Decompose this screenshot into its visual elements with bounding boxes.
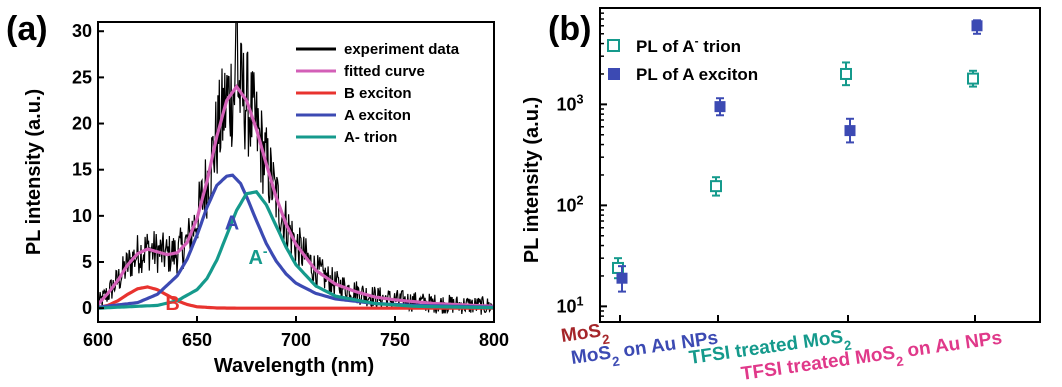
panel-b-y-axis-label: PL intensity (a.u.) xyxy=(521,97,543,263)
y-tick-label: 15 xyxy=(72,160,92,180)
legend-marker xyxy=(607,39,620,52)
series-exciton xyxy=(616,19,983,293)
tick-exponent: 1 xyxy=(577,294,584,308)
peak-annotation: A- xyxy=(248,243,267,269)
legend-label: B exciton xyxy=(344,85,412,102)
annotation-sup: - xyxy=(263,243,268,259)
legend-marker xyxy=(608,68,620,80)
legend-label: fitted curve xyxy=(344,63,425,80)
panel-a-legend: experiment data fitted curve B exciton A ex… xyxy=(296,41,460,146)
annotation-text: A xyxy=(225,213,239,235)
data-point xyxy=(971,20,983,32)
panel-a-plot-area: AA-B xyxy=(98,22,494,315)
text-part: 2 xyxy=(611,353,620,369)
series-line-a-trion xyxy=(98,190,494,310)
y-tick-label: 102 xyxy=(556,193,583,215)
tick-exponent: 3 xyxy=(577,92,584,106)
x-tick-label: 600 xyxy=(83,330,113,350)
x-tick-label: 700 xyxy=(281,330,311,350)
tick-exponent: 2 xyxy=(577,193,584,207)
panel-a-series: AA-B xyxy=(98,22,494,315)
y-tick-label: 30 xyxy=(72,21,92,41)
panel-a-frame xyxy=(97,21,495,323)
y-tick-label: 20 xyxy=(72,114,92,134)
text-part: PL of A exciton xyxy=(636,65,758,84)
data-point xyxy=(714,101,726,113)
panel-b-plot-area xyxy=(612,19,983,293)
text-part: 2 xyxy=(601,331,610,347)
text-part: PL of A xyxy=(636,37,695,56)
text-part: 2 xyxy=(843,337,852,353)
tick-base: 10 xyxy=(556,195,576,215)
series-line-b-exciton xyxy=(98,285,494,310)
annotation-text: B xyxy=(165,293,179,315)
data-point xyxy=(967,72,979,85)
peak-annotation: A xyxy=(225,213,239,235)
series-line-experiment-data xyxy=(98,22,494,315)
y-tick-label: 10 xyxy=(72,206,92,226)
y-tick-label: 0 xyxy=(82,298,92,318)
data-point xyxy=(844,125,856,137)
tick-base: 10 xyxy=(556,296,576,316)
series-trion xyxy=(612,61,979,280)
panel-a-x-axis-label: Wavelength (nm) xyxy=(214,355,374,377)
text-part: MoS xyxy=(560,321,603,347)
x-tick-label: 650 xyxy=(182,330,212,350)
legend-label: A- trion xyxy=(344,129,397,146)
legend-label: A exciton xyxy=(344,107,411,124)
panel-a-y-ticks: 0 5 10 15 20 25 30 xyxy=(72,21,104,318)
panel-a-x-ticks: 600 650 700 750 800 xyxy=(83,316,509,350)
legend-label: experiment data xyxy=(344,41,460,58)
text-part: 2 xyxy=(895,353,904,369)
data-point xyxy=(616,272,628,284)
data-point xyxy=(840,67,852,80)
data-point xyxy=(710,180,722,193)
legend-label: PL of A exciton xyxy=(636,65,758,84)
tick-base: 10 xyxy=(556,94,576,114)
text-part: - xyxy=(695,34,699,48)
peak-annotation: B xyxy=(165,293,179,315)
legend-label: PL of A- trion xyxy=(636,34,741,56)
text-part: on Au NPs xyxy=(901,328,1004,363)
y-tick-label: 5 xyxy=(82,252,92,272)
panel-b-label: (b) xyxy=(548,10,591,48)
panel-b-legend: PL of A- trion PL of A exciton xyxy=(607,34,758,84)
panel-a-label: (a) xyxy=(6,10,48,48)
y-tick-label: 103 xyxy=(556,92,583,114)
y-tick-label: 25 xyxy=(72,67,92,87)
text-part: MoS xyxy=(570,343,613,369)
annotation-text: A xyxy=(248,247,262,269)
y-tick-label: 101 xyxy=(556,294,583,316)
panel-a-y-axis-label: PL intensity (a.u.) xyxy=(23,89,45,255)
x-tick-label: 800 xyxy=(479,330,509,350)
text-part: trion xyxy=(699,37,742,56)
panel-b-frame xyxy=(599,7,1041,323)
series-line-fitted-curve xyxy=(98,83,494,308)
x-tick-label: 750 xyxy=(380,330,410,350)
